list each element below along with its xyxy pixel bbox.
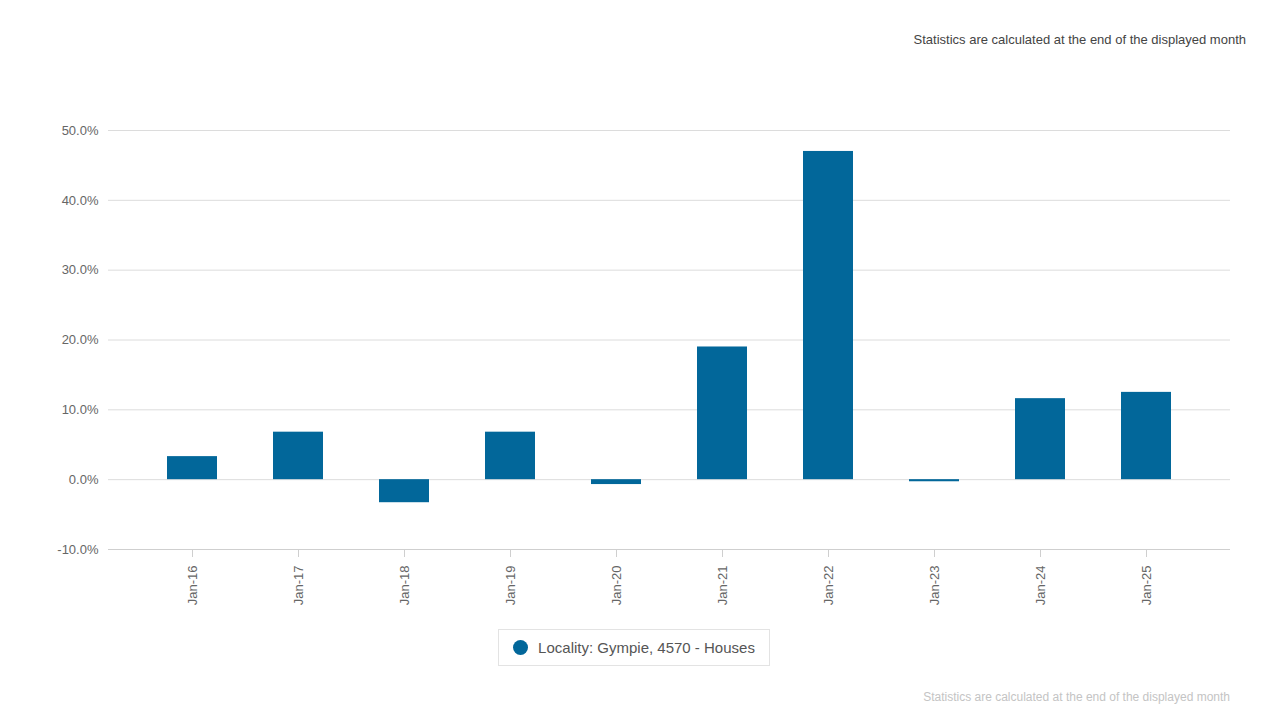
html-text:Locality: Gympie, 4570 - House: Locality: Gympie, 4570 - Houses	[538, 639, 755, 656]
svg-text:Jan-23: Jan-23	[927, 566, 942, 606]
svg-text:Jan-17: Jan-17	[291, 566, 306, 606]
svg-text:10.0%: 10.0%	[62, 402, 99, 417]
svg-text:-10.0%: -10.0%	[57, 542, 99, 557]
svg-text:40.0%: 40.0%	[62, 192, 99, 207]
svg-text:Jan-20: Jan-20	[609, 566, 624, 606]
svg-text:50.0%: 50.0%	[62, 123, 99, 138]
svg-text:Jan-21: Jan-21	[715, 566, 730, 606]
svg-text:Jan-16: Jan-16	[185, 566, 200, 606]
svg-text:Jan-24: Jan-24	[1033, 566, 1048, 606]
svg-text:30.0%: 30.0%	[62, 262, 99, 277]
svg-text:Jan-22: Jan-22	[821, 566, 836, 606]
svg-text:Jan-25: Jan-25	[1139, 566, 1154, 606]
html-text:Statistics are calculated at t: Statistics are calculated at the end of …	[913, 32, 1246, 47]
svg-text:Jan-18: Jan-18	[397, 566, 412, 606]
svg-text:Jan-19: Jan-19	[503, 566, 518, 606]
html-text:Statistics are calculated at t: Statistics are calculated at the end of …	[923, 690, 1230, 704]
svg-text:20.0%: 20.0%	[62, 332, 99, 347]
svg-text:0.0%: 0.0%	[69, 472, 99, 487]
